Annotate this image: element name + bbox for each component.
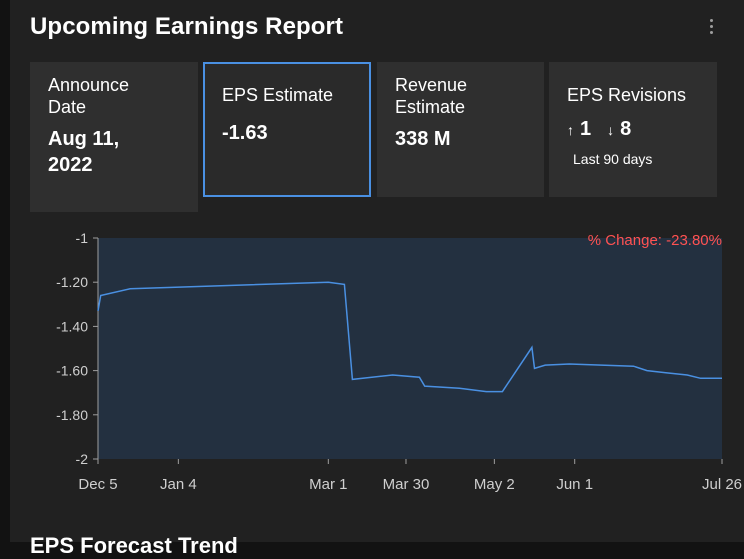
x-tick-label: Jan 4 [160,476,197,493]
arrow-down-icon: ↓ [607,122,614,138]
y-tick-label: -1.80 [56,407,88,423]
plot-background [98,238,722,459]
x-tick-label: Mar 1 [309,476,347,493]
revenue-estimate-value: 338 M [395,126,526,152]
announce-date-value: Aug 11, 2022 [48,126,180,178]
eps-chart-svg: -1 -1.20 -1.40 -1.60 -1.80 -2 Dec 5 Jan 4 Mar 1 M… [10,225,744,505]
percent-change-annotation: % Change: -23.80% [588,232,722,249]
y-tick-label: -1.20 [56,274,88,290]
revisions-up: ↑ 1 [567,118,591,141]
next-section-title: EPS Forecast Trend [30,533,238,559]
announce-date-card[interactable]: Announce Date Aug 11, 2022 [30,62,198,212]
announce-date-label: Announce Date [48,74,180,118]
arrow-up-icon: ↑ [567,122,574,138]
y-tick-label: -1.40 [56,318,88,334]
eps-revisions-card[interactable]: EPS Revisions ↑ 1 ↓ 8 Last 90 days [549,62,717,197]
x-tick-label: Jul 26 [702,476,742,493]
eps-revisions-label: EPS Revisions [567,84,699,106]
revisions-period-note: Last 90 days [573,151,699,167]
revisions-counts: ↑ 1 ↓ 8 [567,118,699,141]
revisions-down: ↓ 8 [607,118,631,141]
earnings-panel: Upcoming Earnings Report Announce Date A… [10,0,744,542]
x-tick-label: May 2 [474,476,515,493]
eps-estimate-chart: -1 -1.20 -1.40 -1.60 -1.80 -2 Dec 5 Jan 4 Mar 1 M… [10,225,744,505]
panel-title: Upcoming Earnings Report [30,13,343,41]
x-tick-label: Dec 5 [78,476,117,493]
y-tick-label: -1.60 [56,363,88,379]
eps-estimate-value: -1.63 [222,120,352,146]
more-options-icon[interactable] [707,19,715,39]
eps-estimate-card[interactable]: EPS Estimate -1.63 [203,62,371,197]
x-tick-label: Jun 1 [556,476,593,493]
eps-estimate-label: EPS Estimate [222,84,352,106]
revenue-estimate-card[interactable]: Revenue Estimate 338 M [377,62,544,197]
revisions-up-count: 1 [580,118,591,141]
y-tick-label: -1 [76,230,89,246]
revenue-estimate-label: Revenue Estimate [395,74,526,118]
revisions-down-count: 8 [620,118,631,141]
x-tick-label: Mar 30 [383,476,430,493]
y-tick-label: -2 [76,451,89,467]
